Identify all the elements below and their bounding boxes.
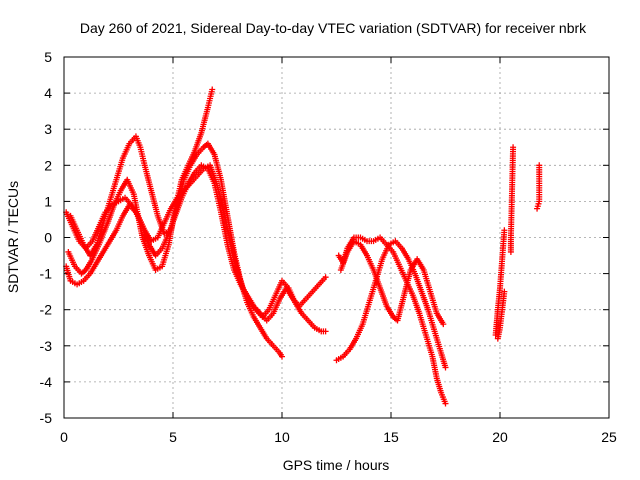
data-point xyxy=(501,227,508,234)
data-point xyxy=(442,364,449,371)
y-tick-label: -3 xyxy=(40,338,53,354)
series-track-10 xyxy=(507,144,517,255)
data-point xyxy=(279,353,285,360)
data-point xyxy=(536,162,543,169)
x-tick-label: 0 xyxy=(60,429,68,445)
y-tick-label: 2 xyxy=(44,157,52,173)
chart-title: Day 260 of 2021, Sidereal Day-to-day VTE… xyxy=(80,20,587,36)
y-tick-label: -2 xyxy=(40,302,53,318)
data-point xyxy=(322,328,329,335)
series-track-9 xyxy=(494,288,508,342)
data-point xyxy=(209,86,216,93)
data-point xyxy=(440,321,447,328)
y-tick-label: -5 xyxy=(40,410,53,426)
x-tick-label: 15 xyxy=(383,429,399,445)
series-track-4 xyxy=(63,162,329,324)
series-track-7 xyxy=(337,238,447,328)
x-tick-label: 5 xyxy=(169,429,177,445)
data-point xyxy=(442,400,449,407)
series-track-11 xyxy=(534,162,543,212)
y-tick-label: 5 xyxy=(44,49,52,65)
y-tick-label: -1 xyxy=(40,266,53,282)
x-tick-label: 10 xyxy=(274,429,290,445)
y-tick-label: 1 xyxy=(44,193,52,209)
y-axis-label: SDTVAR / TECUs xyxy=(5,181,21,293)
y-tick-label: 0 xyxy=(44,230,52,246)
data-point xyxy=(322,274,329,281)
x-tick-label: 25 xyxy=(601,429,617,445)
x-axis-label: GPS time / hours xyxy=(283,457,390,473)
data-point xyxy=(510,144,517,151)
y-tick-label: 4 xyxy=(44,85,52,101)
series-track-6 xyxy=(333,238,449,371)
y-tick-label: 3 xyxy=(44,121,52,137)
y-tick-label: -4 xyxy=(40,374,53,390)
data-point xyxy=(501,288,508,295)
data-points xyxy=(63,86,543,407)
plot-frame xyxy=(63,56,610,419)
tick-labels: 0 5 10 15 20 25 -5 -4 -3 -2 -1 0 1 2 3 4 5 xyxy=(40,49,617,445)
x-tick-label: 20 xyxy=(492,429,508,445)
